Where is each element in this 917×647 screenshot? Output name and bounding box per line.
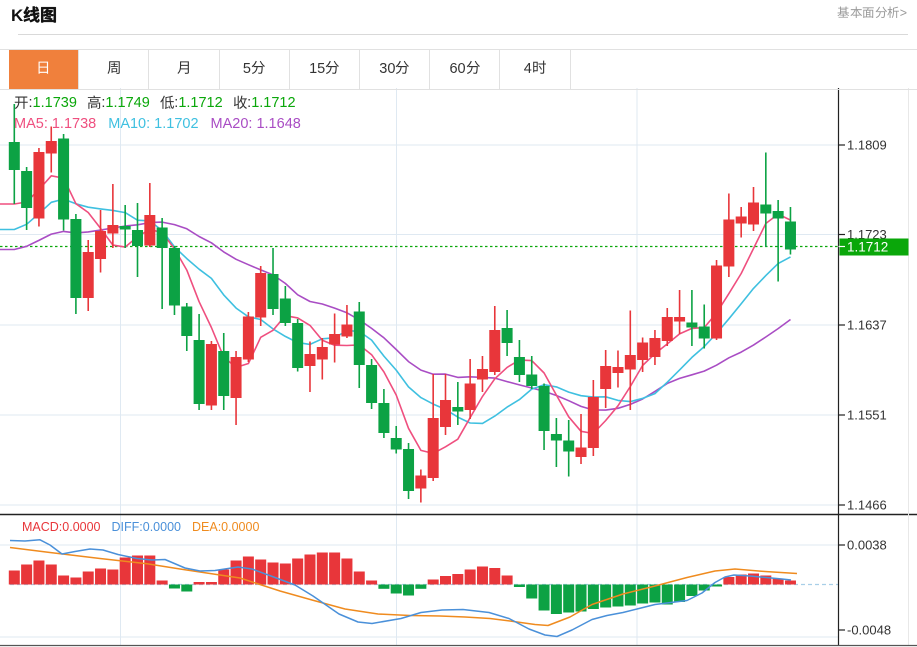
svg-text:0.0038: 0.0038 xyxy=(847,538,887,553)
svg-text:1.1712: 1.1712 xyxy=(847,240,888,255)
svg-text:-0.0048: -0.0048 xyxy=(847,623,891,638)
svg-text:1.1551: 1.1551 xyxy=(847,408,887,423)
svg-text:1.1723: 1.1723 xyxy=(847,227,887,242)
svg-text:1.1466: 1.1466 xyxy=(847,498,887,513)
svg-text:1.1637: 1.1637 xyxy=(847,318,887,333)
svg-text:1.1809: 1.1809 xyxy=(847,138,887,153)
